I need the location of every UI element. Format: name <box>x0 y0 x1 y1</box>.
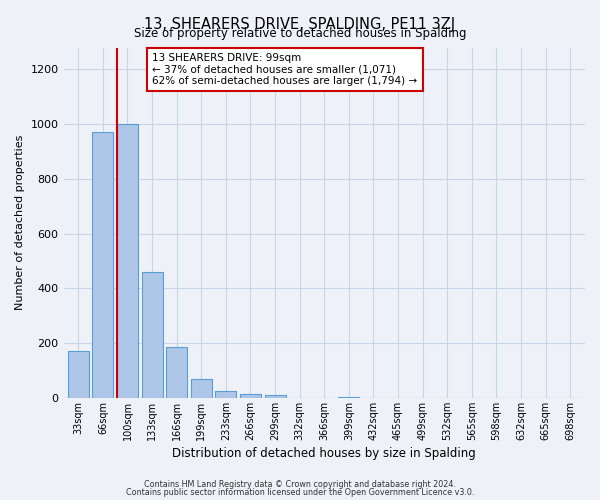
Text: Contains public sector information licensed under the Open Government Licence v3: Contains public sector information licen… <box>126 488 474 497</box>
Bar <box>240 394 261 398</box>
Bar <box>338 396 359 398</box>
Text: 13 SHEARERS DRIVE: 99sqm
← 37% of detached houses are smaller (1,071)
62% of sem: 13 SHEARERS DRIVE: 99sqm ← 37% of detach… <box>152 53 418 86</box>
Bar <box>265 395 286 398</box>
Bar <box>117 124 138 398</box>
Y-axis label: Number of detached properties: Number of detached properties <box>15 135 25 310</box>
Bar <box>68 352 89 398</box>
Bar <box>142 272 163 398</box>
Bar <box>191 378 212 398</box>
Bar <box>92 132 113 398</box>
Text: Size of property relative to detached houses in Spalding: Size of property relative to detached ho… <box>134 28 466 40</box>
Text: 13, SHEARERS DRIVE, SPALDING, PE11 3ZJ: 13, SHEARERS DRIVE, SPALDING, PE11 3ZJ <box>145 18 455 32</box>
Text: Contains HM Land Registry data © Crown copyright and database right 2024.: Contains HM Land Registry data © Crown c… <box>144 480 456 489</box>
Bar <box>166 348 187 398</box>
Bar <box>215 391 236 398</box>
X-axis label: Distribution of detached houses by size in Spalding: Distribution of detached houses by size … <box>172 447 476 460</box>
